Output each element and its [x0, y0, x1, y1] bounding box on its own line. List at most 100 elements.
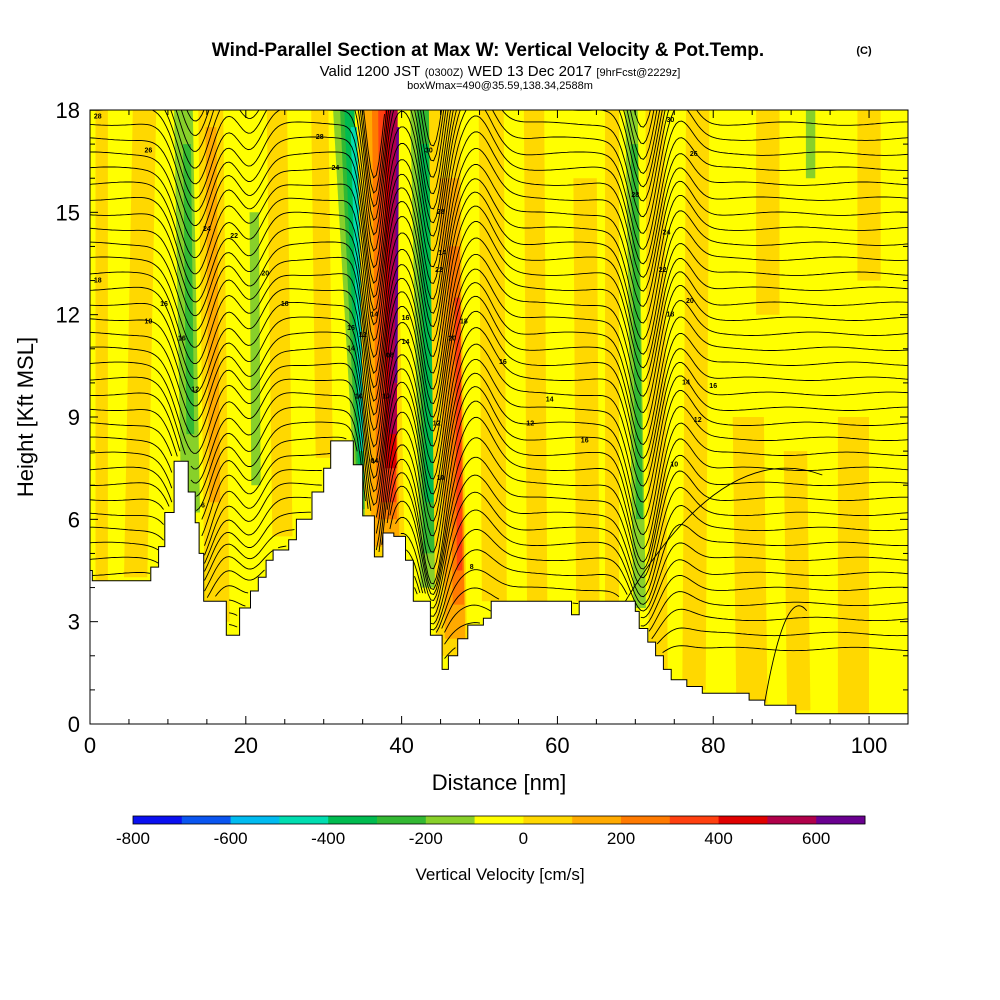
contour-label-8: 18	[281, 301, 289, 308]
velocity-band-33	[645, 110, 668, 673]
x-tick-label: 60	[545, 733, 569, 758]
contour-label-19: 16	[402, 315, 410, 322]
contour-label-42: 18	[667, 312, 675, 319]
theta-contour-31	[90, 131, 908, 326]
theta-contour-3	[229, 587, 908, 632]
colorbar-swatch	[279, 816, 329, 824]
contour-label-20: 10	[355, 393, 363, 400]
x-axis: 0 20 40 60 80 100	[84, 110, 909, 758]
contour-label-41: 22	[659, 267, 667, 274]
velocity-band-32	[630, 144, 643, 520]
contour-label-37: 28	[631, 192, 639, 199]
subtitle-valid: Valid 1200 JST	[320, 63, 421, 80]
chart-title-mark: (C)	[856, 45, 872, 57]
terrain-mask	[90, 440, 908, 724]
colorbar-swatch	[474, 816, 524, 824]
colorbar-tick-label: -400	[311, 829, 345, 848]
contour-label-39: 26	[690, 151, 698, 158]
theta-contour-extra-0	[603, 467, 823, 639]
y-tick-label: 18	[56, 98, 80, 123]
contour-label-9: 10	[145, 318, 153, 325]
contour-label-17: 08	[386, 352, 394, 359]
contour-label-14: 16	[347, 325, 355, 332]
contour-label-2: 26	[145, 148, 153, 155]
theta-contour-11	[90, 437, 908, 590]
theta-contour-6	[90, 528, 908, 625]
theta-contour-35	[90, 110, 908, 269]
colorbar-tick-label: 200	[607, 829, 635, 848]
contour-label-22: 04	[371, 458, 379, 465]
contour-label-4: 22	[230, 233, 238, 240]
y-tick-label: 0	[68, 712, 80, 737]
velocity-band-8	[311, 110, 333, 458]
y-tick-label: 6	[68, 507, 80, 532]
theta-contour-5	[92, 549, 908, 631]
contour-label-40: 24	[663, 230, 671, 237]
theta-contour-9	[90, 474, 908, 602]
theta-contour-22	[90, 268, 908, 464]
colorbar: -800 -600 -400 -200 0 200 400 600	[116, 815, 866, 848]
colorbar-tick-label: 400	[704, 829, 732, 848]
velocity-band-35	[805, 110, 816, 179]
x-tick-label: 80	[701, 733, 725, 758]
contour-label-38: 30	[667, 117, 675, 124]
velocity-band-1	[124, 110, 157, 578]
contour-label-18: 14	[402, 339, 410, 346]
theta-contour-7	[90, 509, 908, 617]
velocity-band-28	[523, 110, 548, 602]
y-tick-label: 12	[56, 303, 80, 328]
theta-contour-33	[90, 110, 908, 299]
y-tick-label: 9	[68, 405, 80, 430]
colorbar-tick-label: 600	[802, 829, 830, 848]
contour-label-36: 6	[201, 503, 205, 510]
velocity-band-0	[95, 110, 108, 581]
theta-contour-19	[90, 310, 908, 506]
theta-contour-15	[90, 372, 908, 553]
theta-contour-extra-1	[760, 605, 808, 724]
theta-contour-27	[90, 191, 908, 389]
theta-contour-8	[90, 491, 908, 609]
contour-label-45: 16	[709, 383, 717, 390]
x-tick-label: 20	[234, 733, 258, 758]
theta-contour-12	[90, 416, 908, 585]
velocity-band-27	[478, 110, 507, 602]
velocity-band-34	[682, 110, 710, 690]
velocity-band-36	[732, 417, 768, 704]
velocity-band-29	[573, 178, 600, 602]
contour-label-24: 28	[437, 209, 445, 216]
theta-contour-1	[444, 622, 908, 645]
theta-contour-13	[90, 400, 908, 570]
contour-label-26: 22	[435, 267, 443, 274]
contour-label-3: 24	[203, 226, 211, 233]
theta-contour-26	[90, 205, 908, 402]
subtitle-zulu: (0300Z)	[425, 67, 464, 79]
colorbar-tick-label: -600	[214, 829, 248, 848]
velocity-band-7	[266, 110, 293, 537]
colorbar-swatch	[425, 816, 476, 824]
x-tick-label: 0	[84, 733, 96, 758]
y-axis: 0 3 6 9 12 15 18	[56, 98, 908, 737]
contour-label-30: 14	[546, 397, 554, 404]
velocity-band-6	[249, 212, 261, 486]
theta-contour-21	[90, 282, 908, 479]
theta-contour-40	[180, 110, 655, 194]
contour-label-6: 18	[94, 277, 102, 284]
colorbar-swatch	[377, 816, 427, 824]
colorbar-tick-label: -800	[116, 829, 150, 848]
contour-label-21: 10	[382, 393, 390, 400]
theta-contour-39	[175, 110, 658, 208]
colorbar-swatch	[328, 816, 378, 824]
theta-contour-25	[90, 221, 908, 416]
contour-label-0: 28	[94, 114, 102, 121]
velocity-band-37	[783, 451, 811, 711]
colorbar-swatch	[669, 816, 720, 824]
colorbar-swatch	[767, 816, 817, 824]
contour-label-29: 16	[499, 359, 507, 366]
theta-contour-29	[90, 164, 908, 359]
plot-area: 28 28 26 24 22 20 18 16 18 10 16 12 24 14 16 14 12 08 14 16…	[90, 110, 908, 724]
y-axis-label: Height [Kft MSL]	[13, 337, 38, 497]
contour-label-28: 20	[448, 335, 456, 342]
contour-label-16: 12	[359, 332, 367, 339]
contour-label-32: 12	[433, 421, 441, 428]
